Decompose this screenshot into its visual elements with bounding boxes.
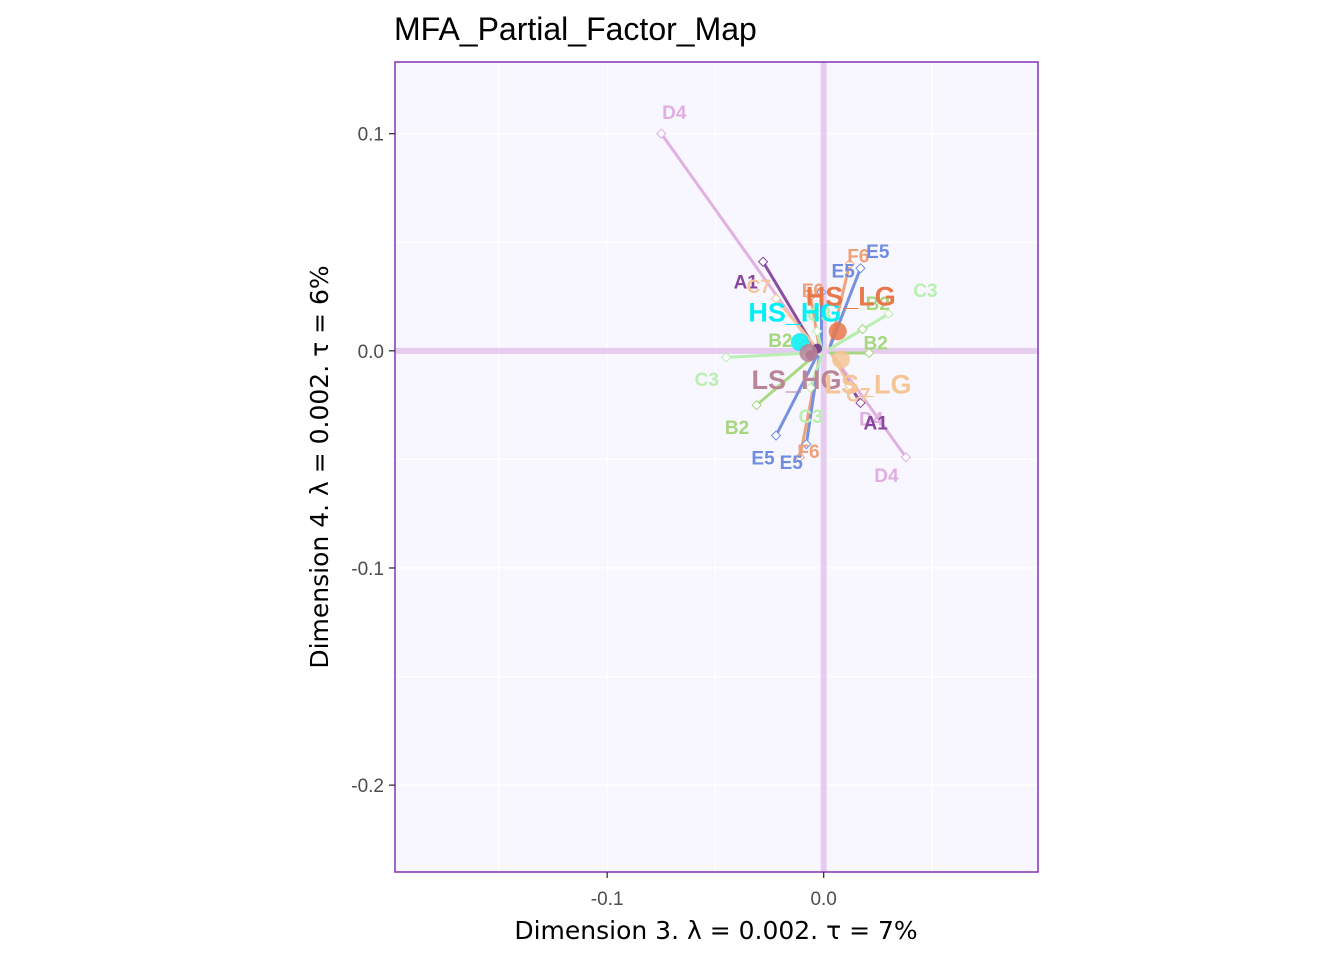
x-tick-label: 0.0 [810, 889, 836, 910]
group-label: HS_LG [806, 281, 896, 311]
partial-segment [828, 312, 891, 351]
x-axis-ticks: -0.1 0.0 [591, 872, 837, 910]
partial-point-label: C3 [695, 370, 719, 391]
partial-point-label: D4 [662, 103, 687, 124]
partial-point-label: B2 [866, 294, 890, 315]
partial-segment [724, 351, 815, 359]
partial-point-marker [900, 452, 912, 463]
partial-point-marker [656, 128, 667, 139]
y-tick-label: -0.2 [351, 776, 384, 797]
chart-title: MFA_Partial_Factor_Map [394, 11, 757, 47]
partial-point-label: C7 [747, 277, 771, 298]
plot-panel-border [394, 61, 1039, 873]
plot-panel [395, 62, 1038, 872]
partial-point-marker [805, 291, 816, 302]
partial-point-label: D4 [874, 466, 899, 487]
group-label: LS_LG [824, 370, 911, 400]
partial-point-label: D4 [859, 409, 884, 430]
partial-segment [755, 353, 817, 407]
partial-point-marker [863, 347, 875, 359]
partial-point-label: F6 [797, 442, 819, 463]
partial-point-marker [844, 258, 855, 270]
partial-point-label: C7 [846, 385, 870, 406]
partial-point-marker [844, 380, 855, 391]
partial-point-marker [751, 399, 762, 411]
partial-point-marker [811, 326, 823, 337]
partial-point-label: C3 [807, 305, 831, 326]
x-tick-label: -0.1 [591, 889, 624, 910]
partial-point-marker [770, 430, 782, 441]
partial-point-label: B2 [725, 418, 749, 439]
partial-segment [774, 297, 819, 351]
y-tick-label: -0.1 [351, 559, 384, 580]
group-center-point [799, 343, 818, 362]
group-label: HS_HG [748, 297, 841, 327]
partial-point-marker [857, 323, 868, 335]
zero-reference-lines [395, 62, 1038, 872]
group-label: LS_HG [751, 365, 841, 395]
group-center-point [828, 322, 847, 341]
partial-segment [809, 353, 824, 390]
partial-point-marker [801, 438, 812, 450]
partial-point-label: B2 [863, 333, 887, 354]
partial-point-label: E5 [832, 262, 856, 283]
partial-point-marker [855, 263, 866, 274]
partial-point-label: F6 [847, 246, 869, 267]
partial-point-label: E5 [751, 448, 775, 469]
x-axis-title: Dimension 3. λ = 0.002. τ = 7% [514, 916, 917, 945]
partial-point-marker [757, 256, 769, 267]
partial-point-marker [794, 452, 806, 463]
partial-point-markers [656, 128, 912, 463]
y-tick-label: 0.0 [358, 342, 384, 363]
partial-point-marker [883, 308, 894, 320]
partial-point-marker [770, 293, 782, 304]
group-center-point [831, 350, 850, 369]
partial-segment [774, 353, 819, 438]
y-axis-title: Dimension 4. λ = 0.002. τ = 6% [305, 265, 334, 668]
y-tick-label: 0.1 [358, 125, 384, 146]
y-axis-ticks: 0.1 0.0 -0.1 -0.2 [351, 125, 395, 797]
partial-point-label: C3 [913, 281, 937, 302]
partial-point-label: A1 [734, 273, 759, 294]
partial-point-marker [855, 397, 866, 409]
partial-point-label: C3 [799, 407, 823, 428]
partial-point-marker [805, 382, 816, 393]
partial-point-label: F6 [802, 281, 824, 302]
partial-segment [832, 355, 908, 459]
partial-point-label: E5 [780, 453, 804, 474]
partial-point-marker [816, 286, 827, 298]
partial-point-label: B2 [768, 331, 792, 352]
partial-point-marker [721, 352, 732, 363]
partial-point-label: A1 [863, 414, 888, 435]
partial-point-label: E5 [866, 242, 890, 263]
